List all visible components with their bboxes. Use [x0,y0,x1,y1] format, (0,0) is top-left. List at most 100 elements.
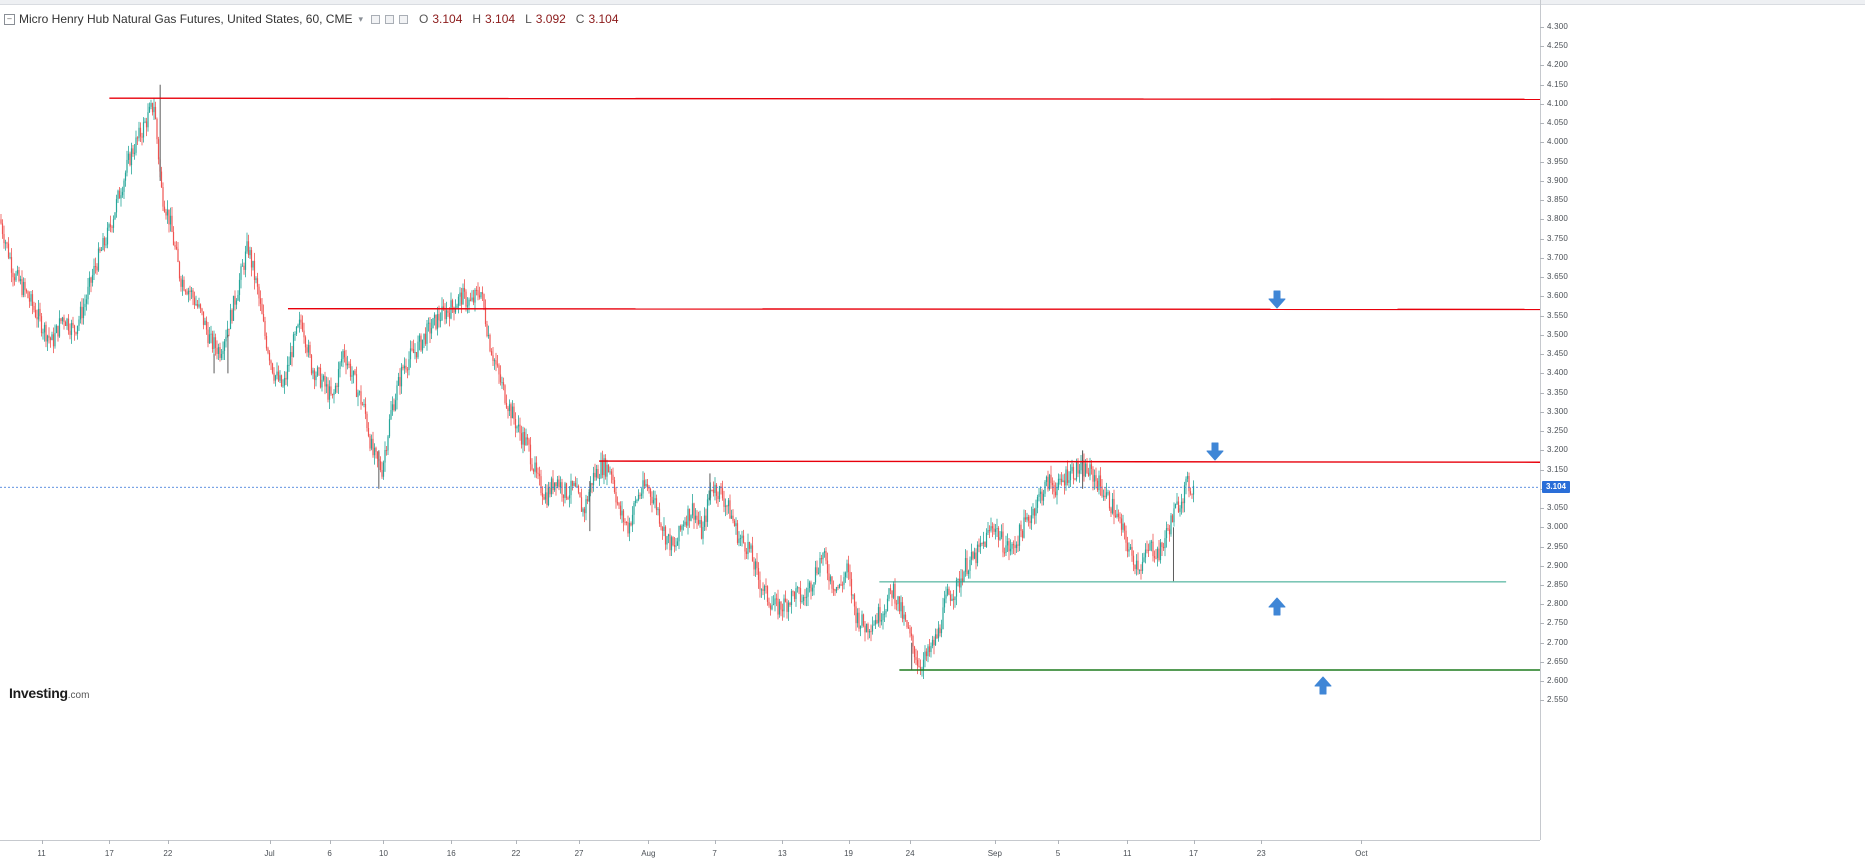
candle-body [742,535,745,543]
candle-body [1038,494,1040,497]
price-tick-mark [1540,700,1544,702]
close-label: C [575,12,585,26]
candle-body [844,572,847,578]
candle-body [390,410,392,420]
candle-body [597,468,599,479]
candle-body [748,542,751,549]
candle-body [502,382,505,386]
candle-body [873,624,875,626]
price-tick-label: 4.300 [1547,22,1569,31]
candle-body [582,508,584,512]
candle-body [949,594,952,601]
candle-body [987,530,989,533]
price-tick-mark [1540,103,1544,105]
candle-body [694,515,697,520]
candle-body [1017,544,1019,546]
candle-body [51,334,53,341]
candle-body [679,525,682,530]
candle-body [1122,523,1124,530]
candle-body [216,347,218,354]
candle-body [747,542,749,554]
candle-body [1036,496,1039,508]
candle-body [54,332,56,347]
candle-body [718,486,721,500]
candle-body [1108,492,1111,509]
candle-body [576,486,578,488]
visibility-icon[interactable] [385,14,394,24]
time-tick-mark [269,840,271,844]
candle-body [645,484,647,487]
candle-body [664,526,667,545]
price-tick-label: 3.200 [1547,445,1569,455]
candle-body [769,605,772,610]
candle-body [534,462,536,472]
candle-body [699,520,701,524]
candle-body [169,215,172,225]
candle-body [1051,483,1054,485]
candle-body [1102,495,1105,497]
candle-body [493,360,496,362]
candle-body [516,426,518,429]
candle-body [573,482,575,486]
chevron-down-icon[interactable]: ▾ [358,13,363,24]
collapse-icon[interactable]: – [4,13,15,25]
chart-area[interactable] [0,0,1540,840]
candle-body [649,488,652,497]
price-chart[interactable] [0,0,1540,840]
candle-body [1042,493,1045,501]
candle-body [888,588,890,599]
candle-body [1170,515,1172,535]
price-tick-label: 4.000 [1547,137,1569,147]
candle-body [894,584,896,604]
candle-body [1056,487,1058,496]
candle-body [691,503,694,516]
price-tick-mark [1540,681,1544,683]
candle-body [78,319,80,326]
candle-body [234,295,236,305]
price-tick-label: 3.850 [1547,195,1569,205]
candle-body [294,333,296,335]
candle-body [90,277,92,283]
candle-body [616,502,619,504]
candle-body [145,121,148,128]
price-tick-label: 3.750 [1547,233,1569,243]
candle-body [907,627,910,629]
price-axis[interactable] [1540,0,1865,840]
candle-body [934,634,937,646]
time-axis[interactable] [0,840,1540,865]
settings-icon[interactable] [371,14,380,24]
candle-body [709,489,712,498]
candle-body [241,265,244,267]
candle-body [427,322,430,324]
candle-body [147,112,149,128]
close-value: 3.104 [588,12,619,26]
candle-body [579,492,581,498]
candle-body [1071,466,1073,472]
candle-body [550,478,553,495]
candle-body [721,488,724,499]
candle-body [798,587,800,589]
candle-body [571,480,574,486]
candle-body [12,272,14,278]
candle-body [1098,475,1100,491]
candle-body [946,588,949,595]
candle-body [130,148,133,166]
candle-body [760,589,763,591]
price-tick-label: 4.200 [1547,60,1569,70]
candle-body [1021,530,1024,538]
candle-body [801,601,803,603]
candle-body [328,386,331,400]
candle-body [631,514,634,526]
time-tick-mark [579,840,581,844]
candle-body [591,483,593,486]
remove-icon[interactable] [399,14,408,24]
price-tick-label: 4.050 [1547,118,1569,128]
candle-body [273,372,275,381]
candle-body [1185,478,1187,486]
price-tick-mark [1540,296,1544,298]
candle-body [1179,508,1181,512]
candle-body [519,424,521,434]
candle-body [925,651,928,657]
candle-body [447,310,449,313]
candle-body [60,318,62,322]
